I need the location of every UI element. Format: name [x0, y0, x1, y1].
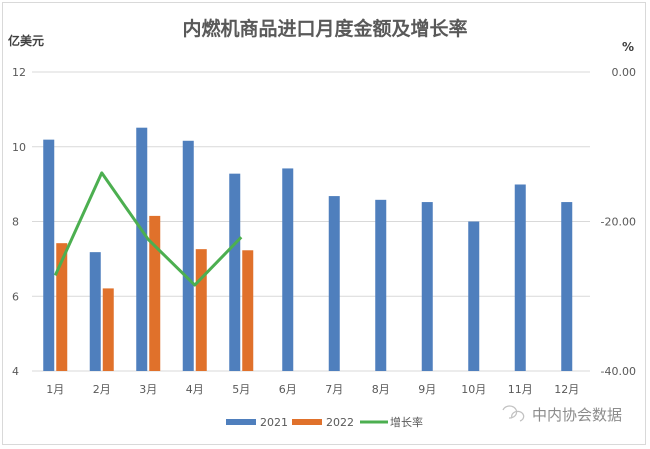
y-tick-label: 12	[12, 66, 26, 79]
bar-2021	[89, 252, 101, 371]
y-tick-label: 8	[12, 216, 19, 229]
bar-2021	[43, 139, 55, 371]
bar-2021	[328, 196, 340, 371]
chart-frame	[2, 2, 646, 445]
x-tick-label: 6月	[279, 383, 297, 396]
x-tick-label: 2月	[93, 383, 111, 396]
x-tick-label: 9月	[418, 383, 436, 396]
y2-tick-label: -20.00	[601, 216, 636, 229]
legend-swatch-2021	[226, 419, 256, 425]
x-tick-label: 10月	[461, 383, 486, 396]
bar-2021	[282, 168, 294, 371]
x-tick-label: 5月	[232, 383, 250, 396]
bar-2022	[195, 249, 207, 371]
y-tick-label: 6	[12, 290, 19, 303]
legend-label-2022: 2022	[326, 416, 354, 429]
bar-2021	[182, 140, 194, 371]
bar-2022	[242, 250, 254, 371]
bar-2021	[514, 184, 526, 371]
x-tick-label: 3月	[139, 383, 157, 396]
x-tick-label: 1月	[46, 383, 64, 396]
x-tick-label: 7月	[325, 383, 343, 396]
watermark-text: 中内协会数据	[532, 406, 622, 424]
y-tick-label: 10	[12, 141, 26, 154]
bar-2022	[102, 288, 114, 371]
x-tick-label: 11月	[508, 383, 533, 396]
x-tick-label: 12月	[554, 383, 579, 396]
bar-2021	[561, 202, 573, 371]
x-tick-label: 4月	[186, 383, 204, 396]
bar-2021	[421, 202, 433, 371]
legend-swatch-2022	[292, 419, 322, 425]
legend-label-growth: 增长率	[390, 415, 423, 429]
y2-tick-label: 0.00	[612, 66, 637, 79]
bar-2021	[229, 173, 241, 371]
x-tick-label: 8月	[372, 383, 390, 396]
chart-title: 内燃机商品进口月度金额及增长率	[182, 17, 467, 40]
bar-2022	[56, 243, 68, 371]
wechat-icon	[502, 405, 525, 422]
y-axis-unit: 亿美元	[8, 33, 44, 48]
growth-rate-line	[53, 171, 243, 287]
bar-2022	[149, 215, 161, 371]
bar-2021	[468, 221, 480, 371]
legend-label-2021: 2021	[260, 416, 288, 429]
bar-2021	[375, 199, 387, 371]
y2-axis-unit: %	[622, 40, 634, 54]
bar-2021	[136, 127, 148, 371]
y-tick-label: 4	[12, 365, 19, 378]
y2-tick-label: -40.00	[601, 365, 636, 378]
